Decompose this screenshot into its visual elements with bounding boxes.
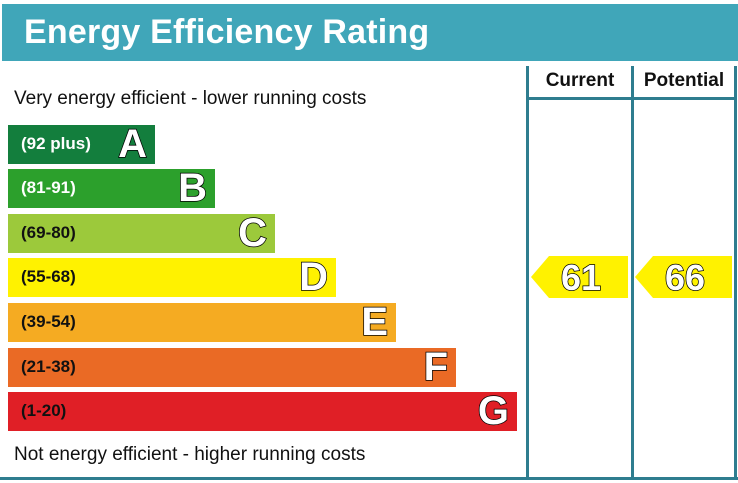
column-divider-right xyxy=(734,66,737,480)
band-b: (81-91) B xyxy=(8,165,215,211)
bottom-border xyxy=(0,477,738,480)
band-range: (81-91) xyxy=(21,178,76,197)
efficient-caption: Very energy efficient - lower running co… xyxy=(14,88,367,109)
band-letter: B xyxy=(177,165,207,211)
band-range: (69-80) xyxy=(21,223,76,242)
band-g: (1-20) G xyxy=(8,388,517,434)
band-a: (92 plus) A xyxy=(8,121,155,167)
header-bar: Energy Efficiency Rating xyxy=(2,4,738,61)
potential-rating-value: 66 xyxy=(664,256,706,299)
column-divider-left xyxy=(526,66,529,480)
current-rating-arrow: 61 xyxy=(531,256,628,299)
band-range: (39-54) xyxy=(21,312,76,331)
band-letter: F xyxy=(423,344,449,390)
inefficient-caption: Not energy efficient - higher running co… xyxy=(14,444,366,465)
column-header-divider xyxy=(526,97,737,100)
potential-rating-arrow: 66 xyxy=(635,256,732,299)
band-letter: D xyxy=(298,254,328,300)
potential-column-header: Potential xyxy=(643,70,725,91)
column-divider-middle xyxy=(631,66,634,480)
page-title: Energy Efficiency Rating xyxy=(24,13,430,51)
band-range: (92 plus) xyxy=(21,134,91,153)
band-d: (55-68) D xyxy=(8,254,336,300)
band-letter: E xyxy=(361,299,389,345)
band-f: (21-38) F xyxy=(8,344,456,390)
band-c: (69-80) C xyxy=(8,210,275,256)
band-letter: C xyxy=(237,210,267,256)
arrow-shape-icon xyxy=(531,256,628,298)
current-column-header: Current xyxy=(545,70,615,91)
band-range: (21-38) xyxy=(21,357,76,376)
band-e: (39-54) E xyxy=(8,299,396,345)
band-range: (1-20) xyxy=(21,401,67,420)
current-rating-value: 61 xyxy=(560,256,602,299)
band-letter: A xyxy=(117,121,147,167)
band-range: (55-68) xyxy=(21,267,76,286)
arrow-shape-icon xyxy=(635,256,732,298)
band-letter: G xyxy=(477,388,510,434)
